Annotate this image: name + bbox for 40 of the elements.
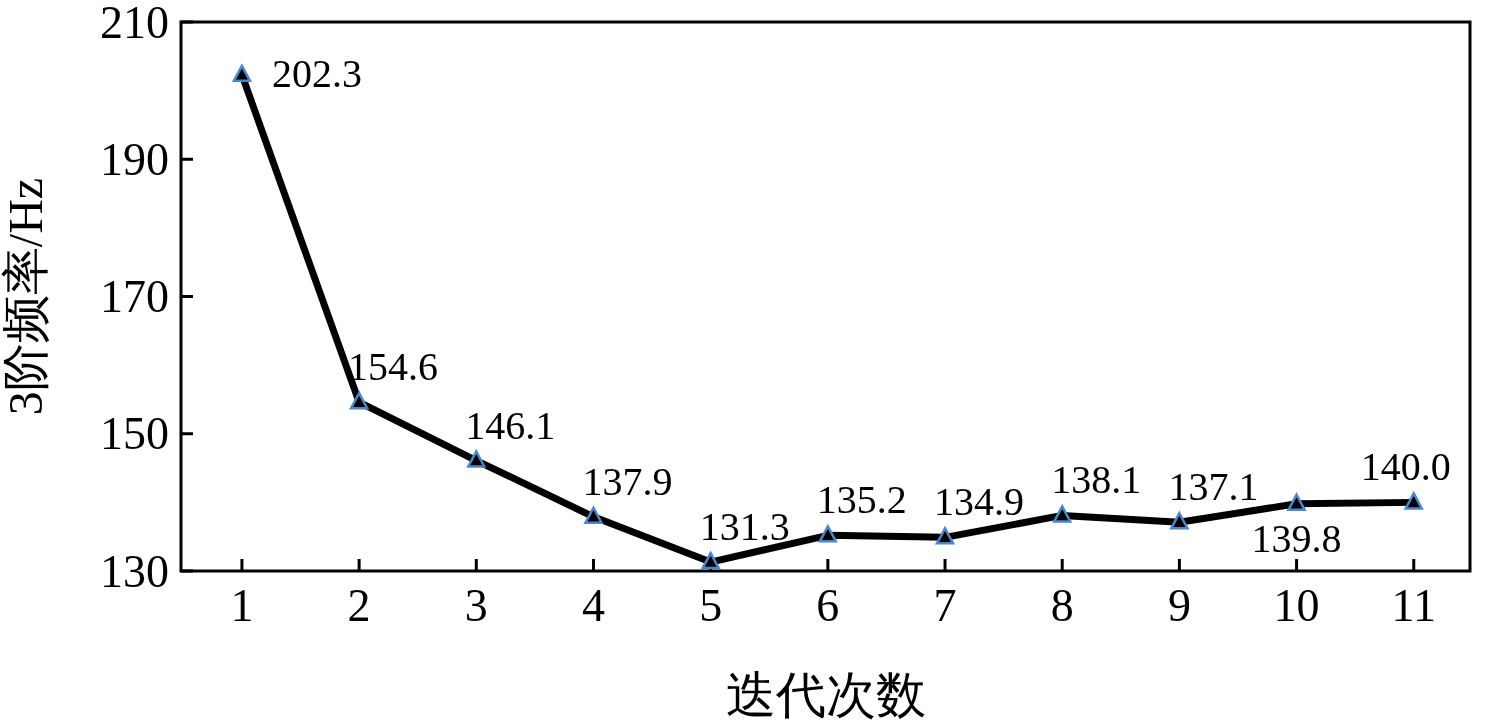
text: 137.1 — [1168, 464, 1259, 510]
text: 135.2 — [816, 477, 907, 523]
point — [701, 551, 720, 570]
point — [467, 450, 486, 468]
y-tick-label: 170 — [100, 271, 169, 322]
text: 140.0 — [1360, 444, 1451, 490]
point — [1287, 493, 1306, 511]
text: 137.9 — [582, 458, 673, 504]
x-tick-label: 2 — [347, 580, 371, 631]
text: 139.8 — [1251, 515, 1342, 561]
x-tick-label: 9 — [1167, 580, 1191, 631]
point — [1170, 512, 1189, 530]
point — [1404, 492, 1423, 510]
point — [818, 525, 838, 543]
x-tick-label: 5 — [699, 580, 723, 631]
x-tick-label: 8 — [1050, 580, 1074, 631]
point — [349, 391, 369, 410]
x-axis-title: 迭代次数 — [725, 667, 926, 722]
text: 134.9 — [934, 479, 1025, 525]
text: 138.1 — [1051, 457, 1142, 503]
y-tick-label: 130 — [100, 545, 169, 597]
y-axis-title: 3阶频率/Hz — [0, 177, 52, 416]
y-tick-label: 210 — [100, 0, 169, 48]
x-tick-label: 6 — [816, 580, 840, 631]
x-tick-label: 4 — [581, 580, 605, 631]
x-tick-label: 7 — [933, 580, 957, 631]
point — [1052, 505, 1072, 523]
y-tick-label: 150 — [100, 408, 169, 460]
y-tick-label: 190 — [100, 133, 169, 185]
x-tick-label: 3 — [464, 580, 488, 631]
point — [584, 506, 603, 525]
point — [935, 527, 955, 545]
x-tick-label: 1 — [230, 580, 254, 631]
point — [232, 64, 252, 83]
text: 146.1 — [465, 402, 556, 448]
x-tick-label: 10 — [1273, 580, 1320, 631]
x-tick-label: 11 — [1391, 580, 1436, 631]
text: 202.3 — [271, 50, 362, 96]
text: 154.6 — [348, 344, 439, 390]
text: 131.3 — [699, 504, 790, 550]
